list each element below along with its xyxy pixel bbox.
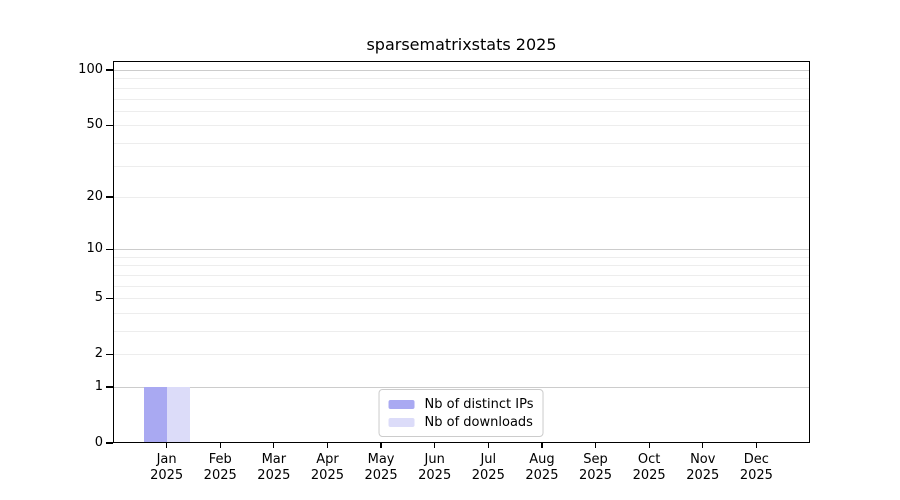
x-tick-year: 2025 xyxy=(257,468,291,483)
x-tick-month: Jul xyxy=(480,452,497,467)
legend-entry-distinct-ips: Nb of distinct IPs xyxy=(388,395,534,413)
x-axis-tick-mark xyxy=(434,443,436,448)
legend-swatch-distinct-ips xyxy=(388,399,415,409)
legend-swatch-downloads xyxy=(388,417,415,427)
y-axis-tick-label: 50 xyxy=(86,117,103,133)
x-axis-tick-mark xyxy=(648,443,650,448)
gridline-major xyxy=(113,386,810,388)
y-axis-tick-mark xyxy=(106,297,113,299)
x-tick-month: Mar xyxy=(261,452,287,467)
gridline-minor xyxy=(113,98,810,100)
x-tick-year: 2025 xyxy=(471,468,505,483)
x-axis-tick-label: Jun 2025 xyxy=(395,452,475,484)
y-axis-tick-label: 10 xyxy=(86,241,103,257)
gridline-minor xyxy=(113,330,810,332)
x-tick-month: Feb xyxy=(208,452,232,467)
y-axis-tick-label: 1 xyxy=(94,378,103,394)
gridline-minor xyxy=(113,87,810,89)
x-axis-tick-label: Mar 2025 xyxy=(234,452,314,484)
x-axis-tick-label: Sep 2025 xyxy=(556,452,636,484)
y-axis-tick-mark xyxy=(106,124,113,126)
gridline-minor xyxy=(113,125,810,127)
x-axis-tick-label: Oct 2025 xyxy=(609,452,689,484)
x-axis-tick-label: Feb 2025 xyxy=(180,452,260,484)
gridline-minor xyxy=(113,78,810,80)
x-tick-year: 2025 xyxy=(418,468,452,483)
x-axis-tick-label: Jan 2025 xyxy=(127,452,207,484)
x-tick-month: Nov xyxy=(690,452,716,467)
x-tick-month: Jun xyxy=(424,452,445,467)
x-axis-tick-mark xyxy=(219,443,221,448)
y-axis-tick-mark xyxy=(106,196,113,198)
x-tick-month: Sep xyxy=(583,452,608,467)
gridline-minor xyxy=(113,142,810,144)
x-tick-year: 2025 xyxy=(578,468,613,483)
x-axis-tick-mark xyxy=(326,443,329,448)
y-axis-tick-label: 20 xyxy=(86,188,103,204)
x-tick-month: Jan xyxy=(156,452,177,467)
x-axis-tick-mark xyxy=(755,443,758,448)
x-axis-tick-label: Aug 2025 xyxy=(502,452,582,484)
legend-entry-downloads: Nb of downloads xyxy=(388,413,534,431)
x-axis-tick-label: Dec 2025 xyxy=(716,452,796,484)
gridline-major xyxy=(113,70,810,72)
x-axis-tick-mark xyxy=(702,443,704,448)
y-axis-tick-mark xyxy=(106,353,113,355)
x-axis-tick-mark xyxy=(487,443,489,448)
x-axis-tick-mark xyxy=(594,443,597,448)
y-axis-tick-label: 100 xyxy=(78,62,103,78)
y-axis-tick-mark xyxy=(106,248,113,250)
gridline-minor xyxy=(113,312,810,314)
legend-label-downloads: Nb of downloads xyxy=(424,414,533,430)
x-axis-tick-mark xyxy=(165,443,168,448)
y-axis-tick-label: 0 xyxy=(94,435,103,450)
x-tick-year: 2025 xyxy=(364,468,398,483)
bar-downloads xyxy=(166,386,190,443)
x-tick-year: 2025 xyxy=(525,468,559,483)
x-axis-tick-mark xyxy=(380,443,382,448)
x-axis-tick-label: Nov 2025 xyxy=(663,452,743,484)
gridline-minor xyxy=(113,298,810,300)
x-axis-tick-label: Apr 2025 xyxy=(287,452,367,484)
x-tick-year: 2025 xyxy=(203,468,237,483)
y-axis-tick-mark xyxy=(106,386,113,388)
gridline-minor xyxy=(113,110,810,112)
x-tick-year: 2025 xyxy=(686,468,720,483)
x-tick-year: 2025 xyxy=(632,468,666,483)
x-tick-year: 2025 xyxy=(739,468,773,483)
x-tick-month: May xyxy=(367,452,395,467)
x-axis-tick-mark xyxy=(273,443,275,448)
gridline-minor xyxy=(113,274,810,276)
x-axis-tick-label: Jul 2025 xyxy=(448,452,528,484)
x-axis-tick-mark xyxy=(541,443,543,448)
chart-title: sparsematrixstats 2025 xyxy=(366,35,557,54)
x-tick-month: Oct xyxy=(637,452,661,467)
x-tick-month: Apr xyxy=(316,452,339,467)
gridline-minor xyxy=(113,256,810,258)
gridline-minor xyxy=(113,265,810,267)
y-axis-tick-mark xyxy=(106,69,113,71)
legend-label-distinct-ips: Nb of distinct IPs xyxy=(424,396,534,412)
bar-distinct-ips xyxy=(143,386,167,443)
gridline-minor xyxy=(113,285,810,287)
legend: Nb of distinct IPs Nb of downloads xyxy=(378,389,544,437)
gridline-minor xyxy=(113,165,810,167)
gridline-major xyxy=(113,249,810,251)
x-tick-month: Aug xyxy=(529,452,555,467)
plot-area xyxy=(113,61,810,443)
x-tick-year: 2025 xyxy=(310,468,344,483)
gridline-minor xyxy=(113,354,810,356)
x-axis-tick-label: May 2025 xyxy=(341,452,421,484)
y-axis-tick-label: 2 xyxy=(94,346,103,362)
y-axis-tick-label: 5 xyxy=(94,290,103,306)
x-tick-year: 2025 xyxy=(150,468,184,483)
gridline-minor xyxy=(113,196,810,198)
y-axis-tick-mark xyxy=(106,442,113,444)
x-tick-month: Dec xyxy=(743,452,769,467)
